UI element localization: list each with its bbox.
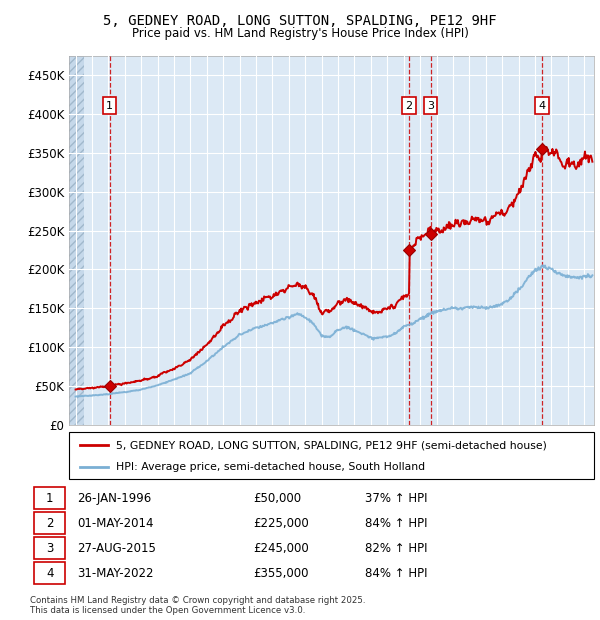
Text: 2: 2 — [406, 100, 413, 110]
Text: 26-JAN-1996: 26-JAN-1996 — [77, 492, 152, 505]
Text: 1: 1 — [46, 492, 53, 505]
Text: 3: 3 — [427, 100, 434, 110]
Text: 01-MAY-2014: 01-MAY-2014 — [77, 516, 154, 529]
FancyBboxPatch shape — [34, 537, 65, 559]
Text: 84% ↑ HPI: 84% ↑ HPI — [365, 516, 427, 529]
FancyBboxPatch shape — [34, 562, 65, 585]
Text: 1: 1 — [106, 100, 113, 110]
Text: 84% ↑ HPI: 84% ↑ HPI — [365, 567, 427, 580]
Text: 2: 2 — [46, 516, 53, 529]
Text: Contains HM Land Registry data © Crown copyright and database right 2025.
This d: Contains HM Land Registry data © Crown c… — [30, 596, 365, 615]
Text: 5, GEDNEY ROAD, LONG SUTTON, SPALDING, PE12 9HF (semi-detached house): 5, GEDNEY ROAD, LONG SUTTON, SPALDING, P… — [116, 440, 547, 450]
Text: 37% ↑ HPI: 37% ↑ HPI — [365, 492, 427, 505]
Text: 3: 3 — [46, 542, 53, 555]
FancyBboxPatch shape — [34, 487, 65, 509]
Text: £355,000: £355,000 — [253, 567, 309, 580]
Text: 27-AUG-2015: 27-AUG-2015 — [77, 542, 157, 555]
Text: 31-MAY-2022: 31-MAY-2022 — [77, 567, 154, 580]
Text: £225,000: £225,000 — [253, 516, 309, 529]
Text: 82% ↑ HPI: 82% ↑ HPI — [365, 542, 427, 555]
Text: £50,000: £50,000 — [253, 492, 301, 505]
Text: £245,000: £245,000 — [253, 542, 309, 555]
Text: Price paid vs. HM Land Registry's House Price Index (HPI): Price paid vs. HM Land Registry's House … — [131, 27, 469, 40]
FancyBboxPatch shape — [34, 512, 65, 534]
Text: 4: 4 — [538, 100, 545, 110]
Text: 5, GEDNEY ROAD, LONG SUTTON, SPALDING, PE12 9HF: 5, GEDNEY ROAD, LONG SUTTON, SPALDING, P… — [103, 14, 497, 28]
FancyBboxPatch shape — [69, 432, 594, 479]
Bar — [69, 56, 84, 425]
Text: HPI: Average price, semi-detached house, South Holland: HPI: Average price, semi-detached house,… — [116, 462, 425, 472]
Text: 4: 4 — [46, 567, 53, 580]
